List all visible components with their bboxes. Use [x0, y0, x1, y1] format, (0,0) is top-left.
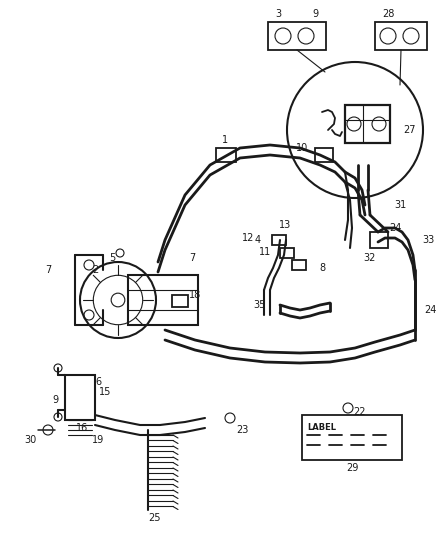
- Bar: [215, 148, 236, 162]
- Bar: [65, 375, 95, 420]
- Text: 8: 8: [318, 263, 324, 273]
- Text: 28: 28: [381, 9, 393, 19]
- Text: 3: 3: [274, 9, 280, 19]
- Text: 29: 29: [345, 463, 357, 473]
- Bar: [301, 415, 401, 460]
- Bar: [279, 248, 293, 258]
- Text: 30: 30: [24, 435, 36, 445]
- Text: 24: 24: [388, 223, 400, 233]
- Text: LABEL: LABEL: [306, 423, 335, 432]
- Bar: [272, 235, 285, 245]
- Bar: [314, 148, 332, 162]
- Text: 1: 1: [222, 135, 228, 145]
- Text: 2: 2: [92, 265, 98, 275]
- Bar: [128, 275, 198, 325]
- Text: 24: 24: [423, 305, 435, 315]
- Text: 18: 18: [188, 290, 201, 300]
- Text: 13: 13: [278, 220, 290, 230]
- Text: 4: 4: [254, 235, 261, 245]
- Bar: [291, 260, 305, 270]
- Text: 32: 32: [363, 253, 375, 263]
- Text: 9: 9: [311, 9, 318, 19]
- Text: 35: 35: [253, 300, 265, 310]
- Text: 9: 9: [52, 395, 58, 405]
- Text: 11: 11: [258, 247, 271, 257]
- Text: 27: 27: [403, 125, 415, 135]
- Text: 10: 10: [295, 143, 307, 153]
- Bar: [369, 232, 387, 248]
- Text: 23: 23: [235, 425, 247, 435]
- Bar: [267, 22, 325, 50]
- Bar: [344, 105, 389, 143]
- Text: 12: 12: [241, 233, 254, 243]
- Text: 19: 19: [92, 435, 104, 445]
- Text: 25: 25: [148, 513, 161, 523]
- Bar: [172, 295, 187, 307]
- Text: 16: 16: [76, 423, 88, 433]
- Text: 7: 7: [188, 253, 194, 263]
- Text: 31: 31: [393, 200, 405, 210]
- Text: 33: 33: [421, 235, 433, 245]
- Text: 6: 6: [95, 377, 101, 387]
- Text: 22: 22: [353, 407, 365, 417]
- Bar: [374, 22, 426, 50]
- Text: 7: 7: [45, 265, 51, 275]
- Text: 15: 15: [99, 387, 111, 397]
- Text: 5: 5: [109, 253, 115, 263]
